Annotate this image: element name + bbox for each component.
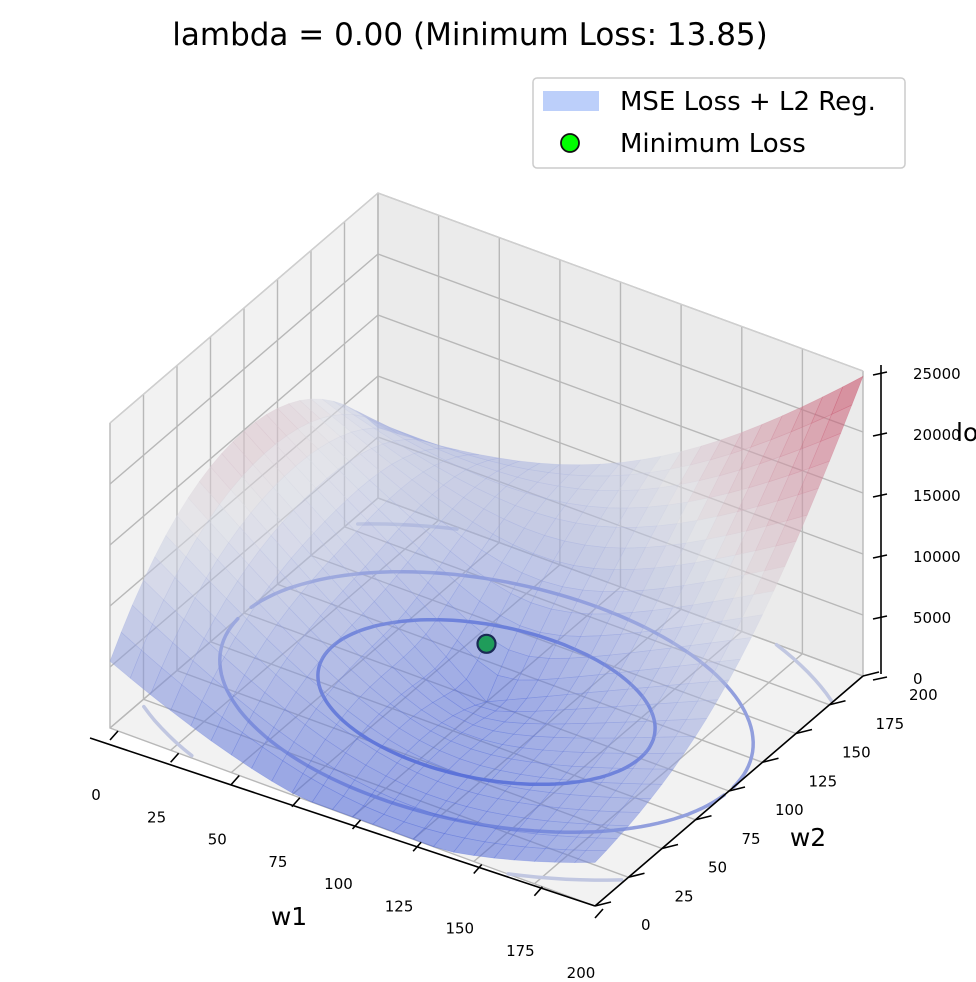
w1-tick-label: 0 (91, 786, 101, 804)
legend: MSE Loss + L2 Reg. Minimum Loss (532, 77, 906, 169)
w1-tick (170, 752, 180, 763)
w1-tick-label: 100 (324, 875, 353, 893)
w2-tick-label: 25 (675, 887, 694, 905)
surface-facet (663, 735, 697, 754)
loss-tick-label: 25000 (913, 365, 961, 383)
surface-facet (629, 783, 663, 800)
x-axis-label: w1 (271, 902, 307, 931)
loss-tick (872, 432, 888, 437)
loss-tick (872, 615, 888, 620)
w1-tick-label: 50 (208, 831, 227, 849)
surface-facet (618, 797, 652, 813)
w1-tick (412, 841, 422, 852)
w1-tick (533, 886, 543, 897)
w1-tick (291, 797, 301, 808)
w2-tick (594, 901, 612, 907)
surface-facet (775, 514, 808, 547)
w2-tick-label: 125 (809, 772, 838, 790)
w1-tick-label: 200 (567, 964, 596, 982)
w2-tick (829, 699, 846, 706)
w1-tick-label: 25 (147, 808, 166, 826)
w1-tick (351, 819, 362, 830)
chart-title: lambda = 0.00 (Minimum Loss: 13.85) (172, 17, 767, 53)
w2-tick (795, 728, 813, 735)
w2-tick (695, 814, 712, 821)
w1-axis-line (89, 737, 596, 907)
w2-tick (862, 671, 880, 677)
loss-tick (872, 554, 888, 559)
legend-minimum-swatch (560, 133, 580, 153)
w1-tick (109, 730, 119, 741)
legend-box (532, 77, 906, 169)
w1-tick-label: 175 (506, 942, 535, 960)
legend-minimum-label: Minimum Loss (620, 129, 806, 159)
w2-tick-label: 200 (909, 686, 938, 704)
loss-tick (872, 676, 888, 681)
w2-tick (661, 843, 679, 850)
w2-tick-label: 75 (742, 830, 761, 848)
w1-tick (594, 908, 604, 919)
w2-tick-label: 150 (842, 744, 871, 762)
w2-tick (762, 757, 779, 764)
surface-facet (574, 850, 607, 863)
loss-tick-label: 15000 (913, 487, 961, 505)
w2-tick-label: 0 (641, 916, 651, 934)
gridline-loss (109, 314, 864, 546)
surface-facet (741, 590, 775, 619)
surface-facet (808, 432, 842, 469)
legend-surface-label: MSE Loss + L2 Reg. (620, 87, 876, 117)
z-axis-label: loss (956, 418, 976, 447)
y-axis-label: w2 (790, 823, 826, 852)
contour-line (774, 642, 834, 703)
w1-tick (473, 863, 483, 875)
loss-tick-label: 10000 (913, 548, 961, 566)
w2-tick-label: 175 (876, 715, 905, 733)
w1-tick-label: 75 (268, 853, 287, 871)
loss-surface (109, 375, 864, 863)
pane-edge (109, 192, 864, 424)
w2-tick-label: 50 (708, 859, 727, 877)
w1-tick (230, 774, 240, 786)
w2-tick (628, 872, 645, 879)
w2-tick-label: 100 (775, 801, 804, 819)
loss-tick-label: 5000 (913, 609, 951, 627)
loss-tick (872, 371, 888, 376)
surface-facet (708, 658, 741, 683)
surface-facet (596, 824, 630, 839)
minimum-marker (476, 633, 497, 654)
contour-line (142, 704, 194, 758)
surface-facet (685, 699, 719, 720)
w1-tick-label: 150 (445, 920, 474, 938)
axis-lines-and-ticks: 0255075100125150175200025507510012515017… (89, 365, 961, 982)
minimum-marker-group (476, 633, 497, 654)
legend-surface-swatch (543, 91, 599, 111)
gridline-loss (109, 253, 864, 485)
contour-line (506, 872, 624, 882)
w2-tick (728, 786, 746, 792)
loss-tick-label: 20000 (913, 426, 961, 444)
loss-tick-label: 0 (913, 670, 923, 688)
w1-tick-label: 125 (385, 897, 414, 915)
loss-tick (872, 493, 888, 498)
